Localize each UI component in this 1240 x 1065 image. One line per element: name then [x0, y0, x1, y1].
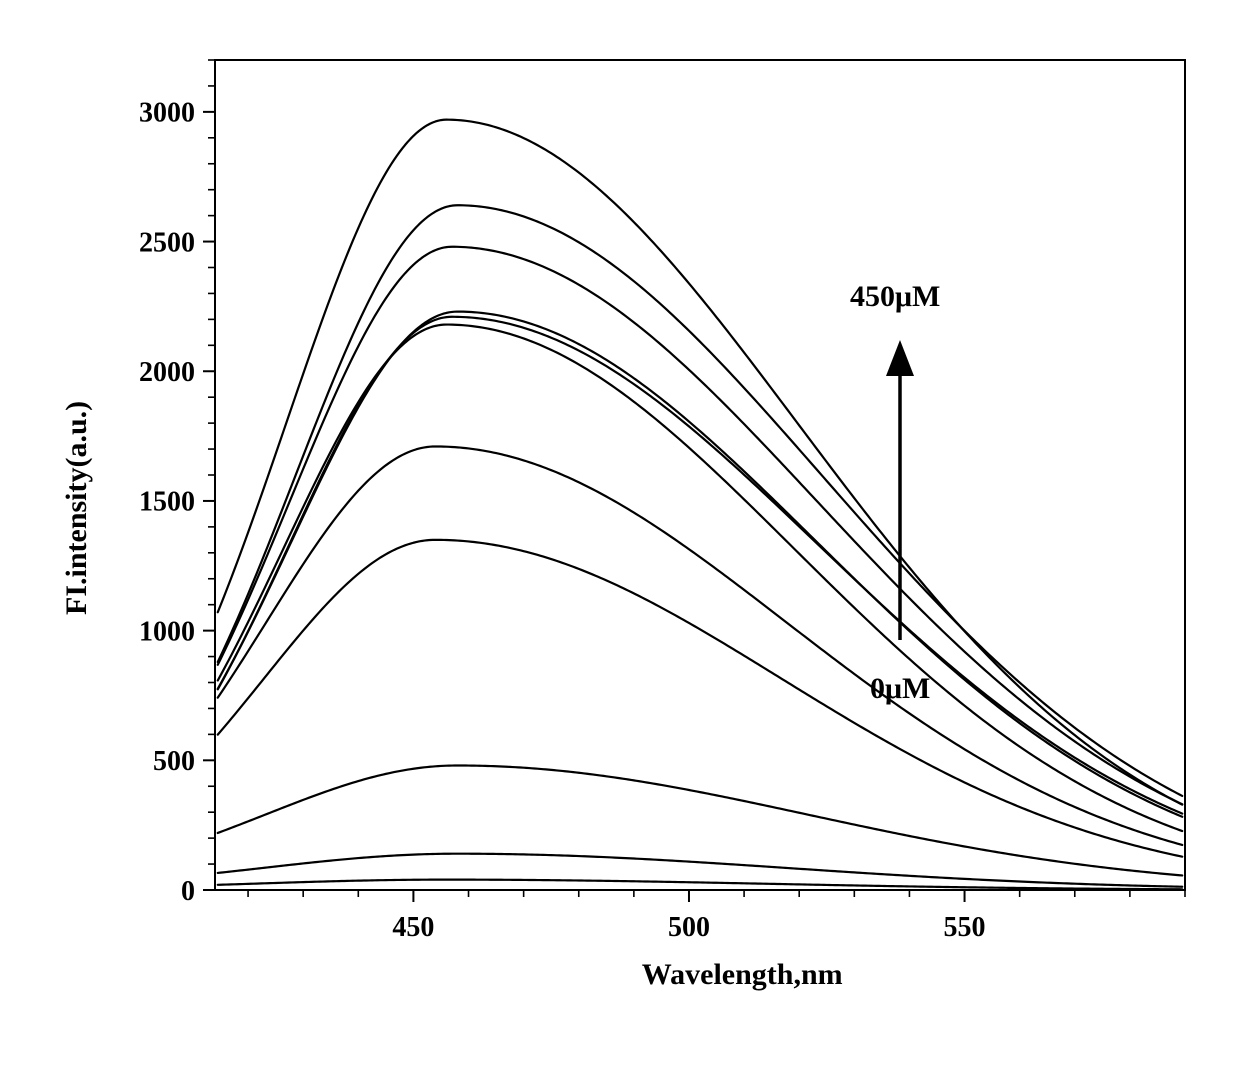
svg-text:0: 0	[181, 876, 195, 907]
arrow-up-icon	[886, 340, 914, 376]
svg-text:1000: 1000	[139, 616, 195, 647]
spectrum-curve-8	[218, 247, 1182, 805]
spectrum-curve-0	[218, 880, 1182, 890]
spectrum-curve-10	[218, 120, 1182, 805]
svg-text:500: 500	[668, 912, 710, 943]
svg-text:3000: 3000	[139, 98, 195, 129]
plot-svg: 450 500 550 0 500 1000 1500 2000 2500 3000	[0, 0, 1240, 1065]
spectrum-curve-7	[218, 312, 1182, 817]
spectrum-curve-6	[218, 317, 1182, 814]
svg-text:1500: 1500	[139, 487, 195, 518]
svg-text:500: 500	[153, 746, 195, 777]
annotation-upper-concentration: 450μM	[850, 280, 940, 314]
svg-text:550: 550	[944, 912, 986, 943]
spectrum-curve-2	[218, 766, 1182, 876]
svg-text:2500: 2500	[139, 227, 195, 258]
svg-text:450: 450	[392, 912, 434, 943]
spectrum-curve-4	[218, 446, 1182, 844]
x-axis-label: Wavelength,nm	[642, 958, 843, 992]
svg-text:2000: 2000	[139, 357, 195, 388]
annotation-lower-concentration: 0μM	[870, 672, 930, 706]
y-axis-label: FI.intensity(a.u.)	[60, 401, 94, 615]
fluorescence-spectra-chart: 450 500 550 0 500 1000 1500 2000 2500 3000 FI.int…	[0, 0, 1240, 1065]
spectrum-curve-9	[218, 205, 1182, 796]
